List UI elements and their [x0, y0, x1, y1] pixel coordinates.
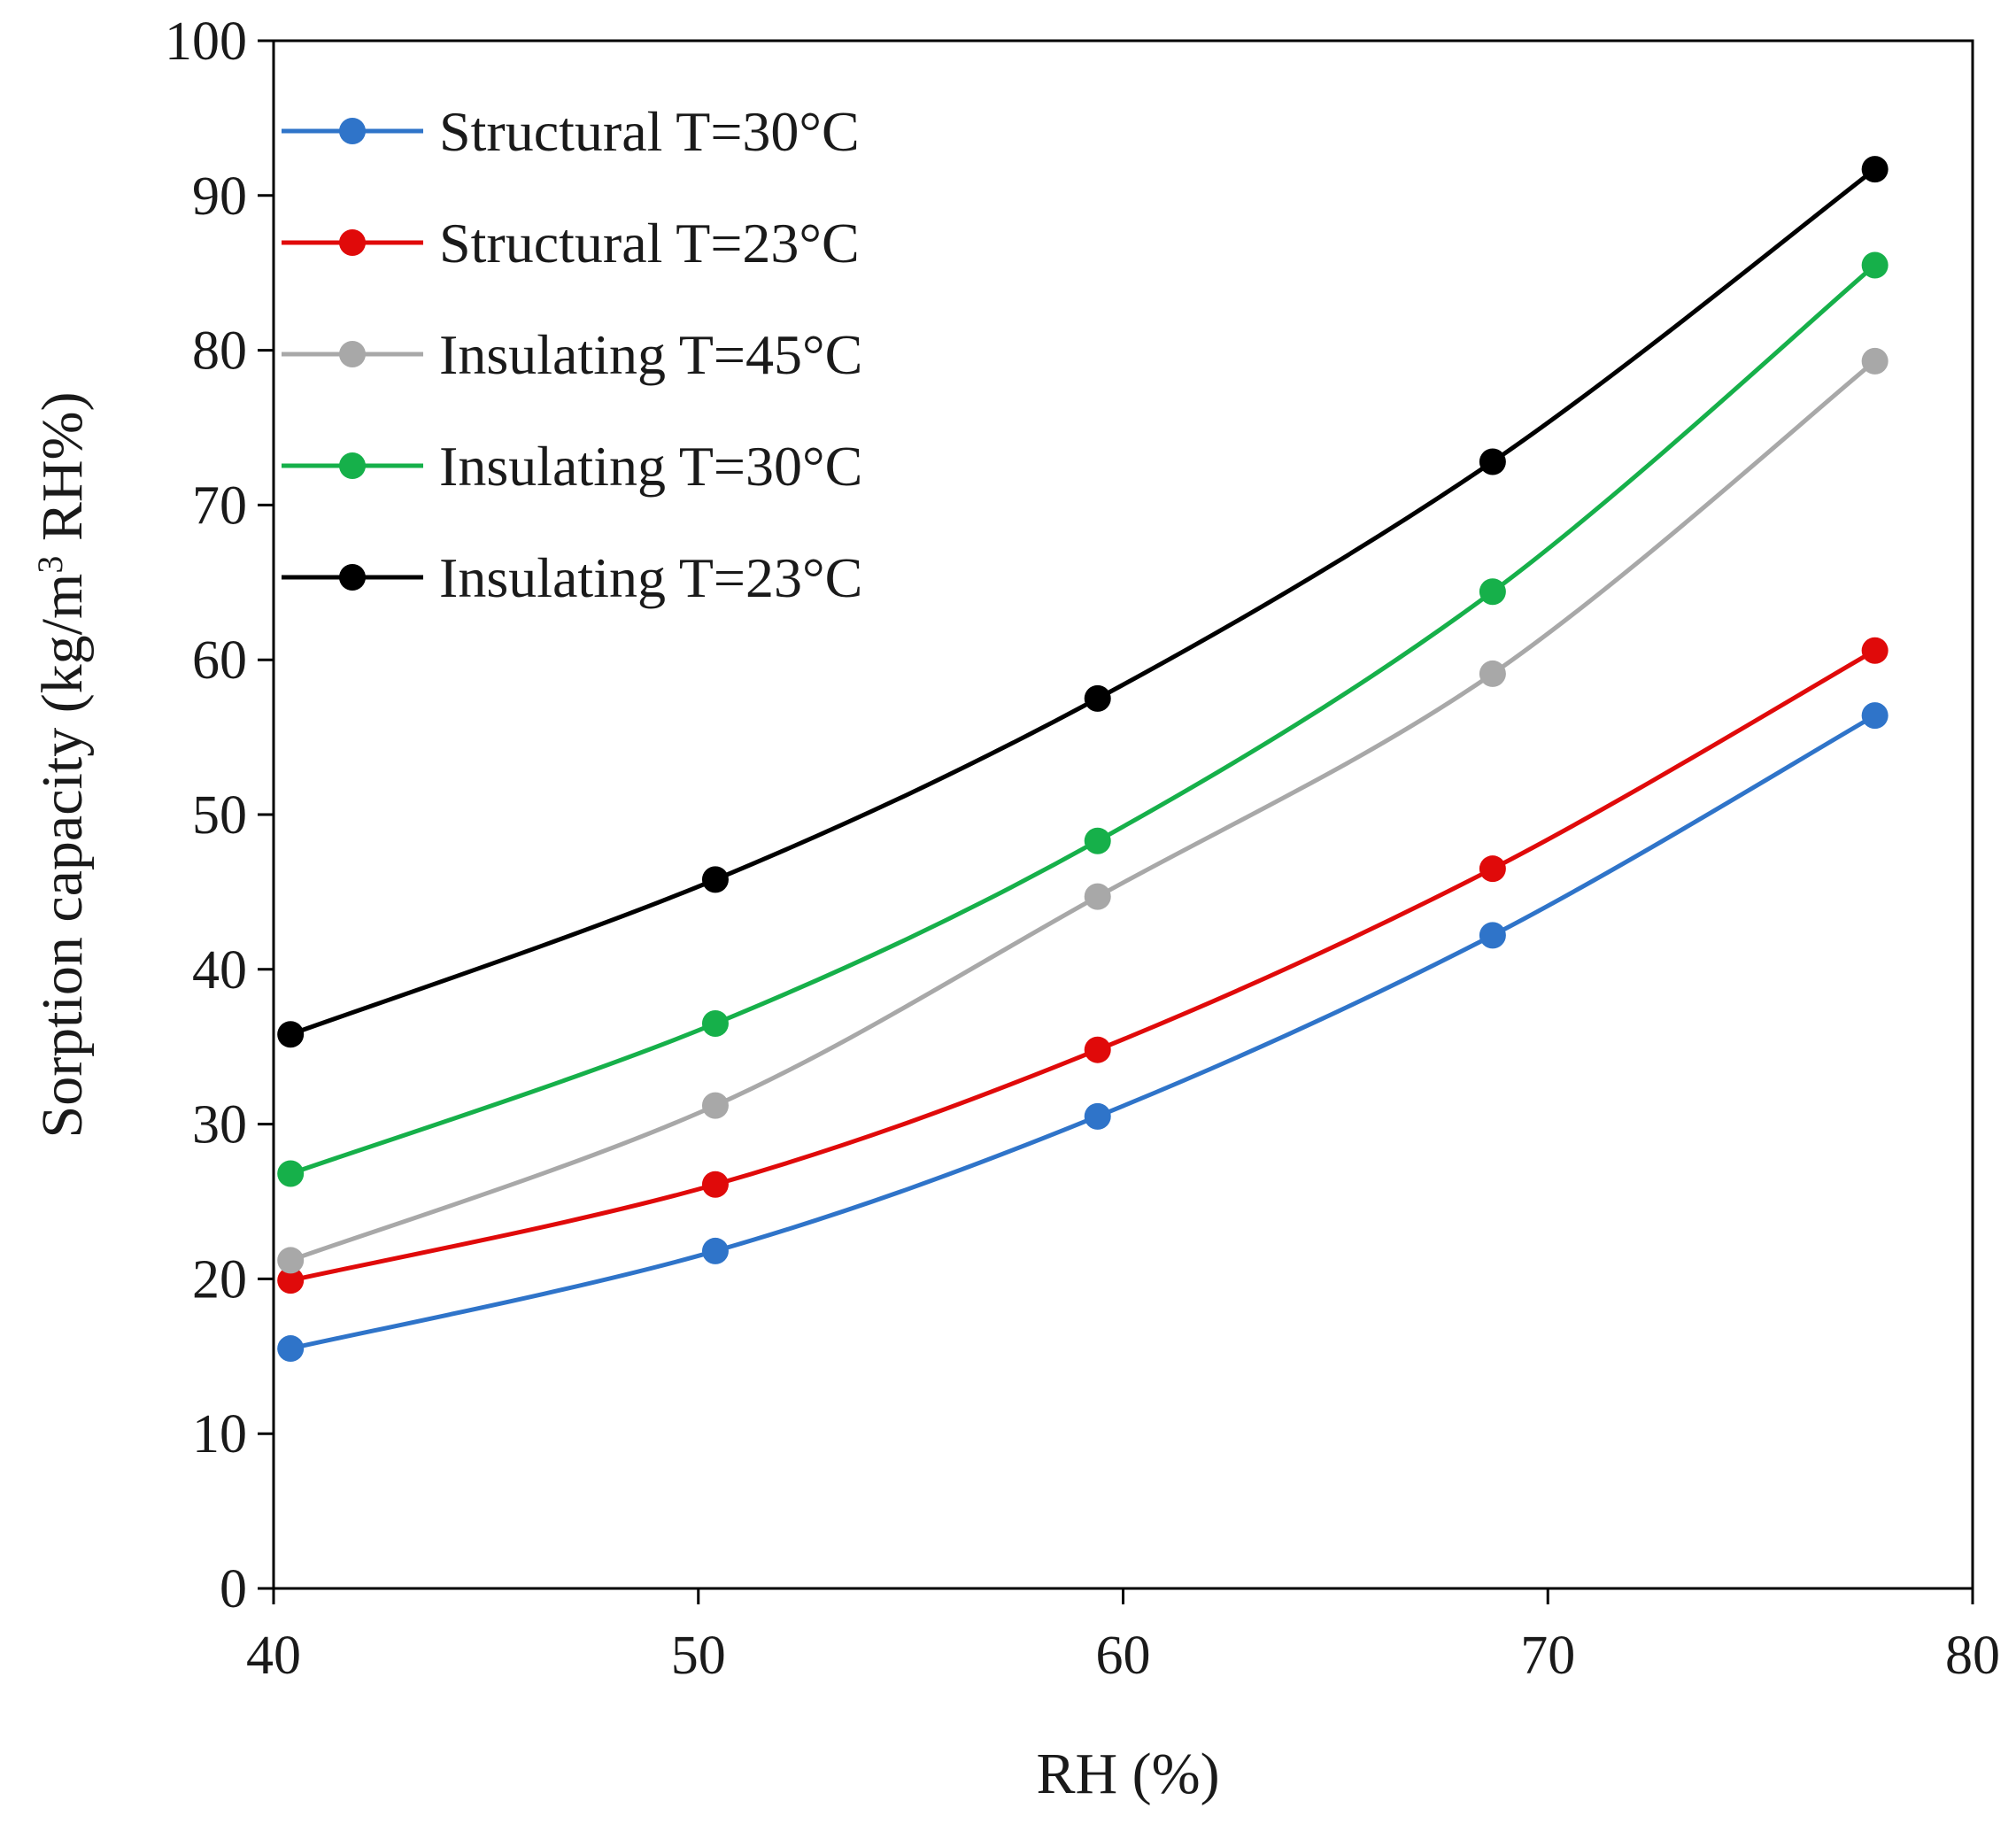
data-point — [701, 1237, 729, 1264]
legend-item: Insulating T=30°C — [282, 435, 862, 498]
data-point — [1861, 347, 1889, 375]
data-point — [1861, 637, 1889, 664]
legend-swatch-marker — [339, 229, 366, 256]
x-axis: 40 50 60 70 80 — [246, 1588, 2000, 1686]
y-tick-label: 60 — [192, 630, 247, 691]
y-axis-title-main: Sorption capacity (kg/m — [30, 574, 95, 1139]
series-3 — [277, 347, 1889, 1274]
legend-label: Insulating T=45°C — [439, 323, 862, 386]
series-5 — [277, 156, 1889, 1048]
x-tick-label: 70 — [1520, 1626, 1575, 1686]
data-point — [277, 1335, 305, 1363]
data-point — [701, 1092, 729, 1119]
series-2 — [277, 637, 1889, 1294]
data-point — [1084, 684, 1111, 712]
y-tick-label: 80 — [192, 321, 247, 382]
legend-swatch-marker — [339, 118, 366, 144]
y-tick-label: 10 — [192, 1404, 247, 1464]
data-point — [1861, 702, 1889, 730]
x-tick-label: 50 — [671, 1626, 726, 1686]
y-axis: 0 10 20 30 40 50 60 70 80 90 100 — [165, 12, 274, 1619]
data-point — [277, 1160, 305, 1187]
data-point — [277, 1247, 305, 1274]
data-point — [701, 866, 729, 893]
data-point — [1861, 251, 1889, 279]
legend-label: Insulating T=30°C — [439, 435, 862, 498]
x-tick-label: 80 — [1945, 1626, 2000, 1686]
data-point — [1084, 1036, 1111, 1063]
y-tick-label: 90 — [192, 166, 247, 227]
data-point — [277, 1267, 305, 1294]
data-point — [1479, 922, 1506, 949]
legend-swatch-marker — [339, 452, 366, 479]
y-axis-title-tail: RH%) — [30, 391, 95, 555]
legend-label: Insulating T=23°C — [439, 546, 862, 609]
y-tick-label: 0 — [220, 1559, 247, 1619]
legend-item: Insulating T=45°C — [282, 323, 862, 386]
data-point — [1479, 855, 1506, 883]
data-point — [701, 1171, 729, 1198]
x-axis-title: RH (%) — [1036, 1742, 1219, 1806]
data-point — [1861, 156, 1889, 183]
legend-label: Structural T=30°C — [439, 100, 860, 163]
legend: Structural T=30°C Structural T=23°C Insula… — [282, 100, 862, 609]
data-point — [1084, 827, 1111, 854]
y-tick-label: 50 — [192, 785, 247, 846]
y-axis-title: Sorption capacity (kg/m3 RH%) — [30, 391, 96, 1138]
data-point — [1479, 578, 1506, 606]
x-tick-label: 60 — [1096, 1626, 1151, 1686]
series-line — [290, 263, 1877, 1176]
series-line — [290, 648, 1876, 1283]
legend-label: Structural T=23°C — [439, 212, 860, 274]
legend-swatch-marker — [339, 341, 366, 367]
data-point — [1479, 660, 1506, 687]
y-tick-label: 40 — [192, 940, 247, 1001]
legend-item: Structural T=23°C — [282, 212, 860, 274]
data-point — [1479, 448, 1506, 475]
data-point — [1084, 883, 1111, 910]
series-layer — [277, 156, 1889, 1363]
series-4 — [277, 251, 1889, 1187]
data-point — [701, 1009, 729, 1037]
x-tick-label: 40 — [246, 1626, 301, 1686]
legend-item: Structural T=30°C — [282, 100, 860, 163]
series-1 — [277, 702, 1889, 1363]
y-tick-label: 100 — [165, 12, 247, 72]
data-point — [277, 1021, 305, 1048]
y-tick-label: 20 — [192, 1249, 247, 1310]
y-axis-title-superscript: 3 — [30, 556, 70, 574]
legend-item: Insulating T=23°C — [282, 546, 862, 609]
y-tick-label: 70 — [192, 475, 247, 536]
legend-swatch-marker — [339, 564, 366, 591]
y-tick-label: 30 — [192, 1095, 247, 1155]
series-line — [290, 713, 1876, 1351]
data-point — [1084, 1102, 1111, 1130]
